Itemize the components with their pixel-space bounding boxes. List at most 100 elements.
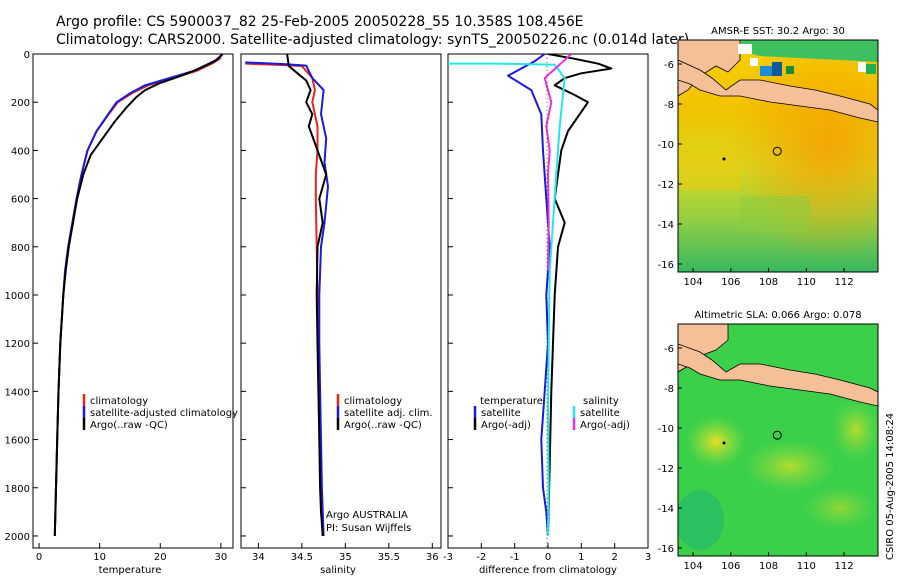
sla-map-frame	[677, 323, 879, 557]
sst_map-ytick-label: -12	[658, 180, 674, 191]
sst-missing-2	[750, 58, 758, 66]
sla_map-ytick-label: -14	[658, 504, 674, 515]
sla_map-ytick-label: -10	[658, 424, 674, 435]
legend-label-climatology: climatology	[90, 396, 148, 407]
salinity-legend: climatology satellite adj. clim. Argo(..…	[326, 394, 433, 534]
sst-north-sea	[740, 40, 878, 62]
legend-label-sal-argo: Argo(..raw -QC)	[344, 420, 422, 431]
sst-patch-a	[680, 150, 740, 190]
sla-map-title: Altimetric SLA: 0.066 Argo: 0.078	[694, 310, 861, 321]
sla_map-xtick-label: 108	[759, 561, 778, 572]
sla_map-ytick-label: -16	[658, 544, 674, 555]
sst-missing-3	[858, 62, 866, 72]
depth-tick-label: 1600	[5, 436, 30, 447]
sst-cell-1	[760, 66, 772, 76]
sst-cell-2	[772, 62, 782, 76]
legend-label-t-argo: Argo(-adj)	[481, 420, 531, 431]
difference-series-2-line	[448, 62, 566, 536]
difference-xtick-label: -2	[476, 552, 486, 563]
sla_map-ytick-label: -6	[664, 344, 674, 355]
depth-tick-label: 1400	[5, 387, 30, 398]
sst_map-xtick-label: 110	[797, 277, 816, 288]
x-axes: 0 10 20 30 34 34.5 35 35.5 36 -3 -2 -1 0 1 2 3	[36, 543, 651, 563]
sla-map-axes: 104 106 108 110 112 -6 -8 -10 -12 -14 -16	[658, 344, 854, 572]
difference-series-1-line	[547, 54, 613, 537]
sst-argo-marker	[772, 146, 782, 156]
depth-tick-label: 600	[11, 195, 30, 206]
legend-group-salinity: salinity	[583, 396, 619, 407]
difference-xtick-label: 2	[611, 552, 617, 563]
figure-title-line1: Argo profile: CS 5900037_82 25-Feb-2005 …	[56, 14, 583, 30]
depth-axis: 0 200 400 600 800 1000 1200 1400 1600 1800 2000	[5, 50, 38, 543]
temperature-xtick-label: 0	[36, 552, 42, 563]
salinity-series-1-line	[245, 61, 329, 537]
sst_map-xtick-label: 108	[759, 277, 778, 288]
sst-cell-4	[866, 64, 876, 74]
legend-label-s-argo: Argo(-adj)	[580, 420, 630, 431]
sst-map-title: AMSR-E SST: 30.2 Argo: 30	[711, 26, 845, 37]
sla-blob-3	[832, 400, 878, 460]
sla-island	[722, 441, 726, 445]
difference-xlabel: difference from climatology	[479, 565, 617, 576]
sla_map-ytick-label: -12	[658, 464, 674, 475]
sst_map-ytick-label: -6	[664, 60, 674, 71]
legend-label-argo: Argo(..raw -QC)	[90, 420, 168, 431]
difference-xtick-label: 3	[645, 552, 651, 563]
sla-low-1	[678, 490, 724, 550]
sst_map-xtick-label: 112	[834, 277, 853, 288]
legend-label-s-satellite: satellite	[580, 408, 620, 419]
temperature-xtick-label: 20	[154, 552, 167, 563]
sst_map-ytick-label: -14	[658, 220, 674, 231]
difference-xtick-label: -1	[510, 552, 520, 563]
difference-legend: temperature satellite Argo(-adj) salinit…	[473, 396, 630, 431]
sla_map-xtick-label: 106	[721, 561, 740, 572]
sla_map-xtick-label: 112	[834, 561, 853, 572]
difference-series	[448, 54, 613, 537]
sla-java	[678, 343, 878, 407]
difference-xtick-label: 1	[578, 552, 584, 563]
depth-tick-label: 0	[24, 50, 30, 61]
difference-series-3-line	[543, 54, 572, 271]
sst-patch-b	[740, 196, 810, 232]
temperature-xtick-label: 30	[215, 552, 228, 563]
sst-java	[678, 59, 878, 123]
sla-blob-2	[744, 440, 836, 492]
sst-map-frame	[677, 39, 879, 273]
temperature-xtick-label: 10	[93, 552, 106, 563]
salinity-xtick-label: 35.5	[378, 552, 400, 563]
legend-label-sal-satellite: satellite adj. clim.	[344, 408, 433, 419]
sst_map-ytick-label: -10	[658, 140, 674, 151]
temperature-plot-frame	[32, 53, 234, 549]
salinity-xlabel: salinity	[320, 565, 356, 576]
sla-blob-1	[686, 416, 746, 468]
salinity-xtick-label: 35	[339, 552, 352, 563]
difference-xtick-label: -3	[443, 552, 453, 563]
depth-tick-label: 1200	[5, 339, 30, 350]
sst-missing-1	[738, 44, 752, 54]
side-timestamp: CSIRO 05-Aug-2005 14:08:24	[885, 413, 896, 560]
depth-tick-label: 1800	[5, 484, 30, 495]
sst_map-ytick-label: -16	[658, 260, 674, 271]
salinity-series	[241, 54, 329, 537]
sla_map-xtick-label: 110	[797, 561, 816, 572]
sla-argo-marker	[772, 430, 782, 440]
temperature-series-0-line	[53, 54, 223, 537]
salinity-plot-frame	[240, 53, 442, 549]
salinity-series-2-line	[286, 54, 328, 537]
sst_map-xtick-label: 104	[684, 277, 703, 288]
sst_map-xtick-label: 106	[721, 277, 740, 288]
temperature-legend: climatology satellite-adjusted climatolo…	[82, 394, 238, 431]
sla_map-ytick-label: -8	[664, 384, 674, 395]
sla_map-xtick-label: 104	[684, 561, 703, 572]
difference-xtick-label: 0	[545, 552, 551, 563]
sst-island	[722, 157, 726, 161]
figure-title-line2: Climatology: CARS2000. Satellite-adjuste…	[56, 32, 689, 48]
temperature-series	[53, 54, 224, 537]
sst_map-ytick-label: -8	[664, 100, 674, 111]
salinity-xtick-label: 36	[426, 552, 439, 563]
legend-group-temperature: temperature	[480, 396, 543, 407]
legend-label-satellite-adjusted: satellite-adjusted climatology	[90, 408, 238, 419]
sst-cell-3	[786, 66, 794, 74]
sla-blob-4	[804, 486, 876, 530]
